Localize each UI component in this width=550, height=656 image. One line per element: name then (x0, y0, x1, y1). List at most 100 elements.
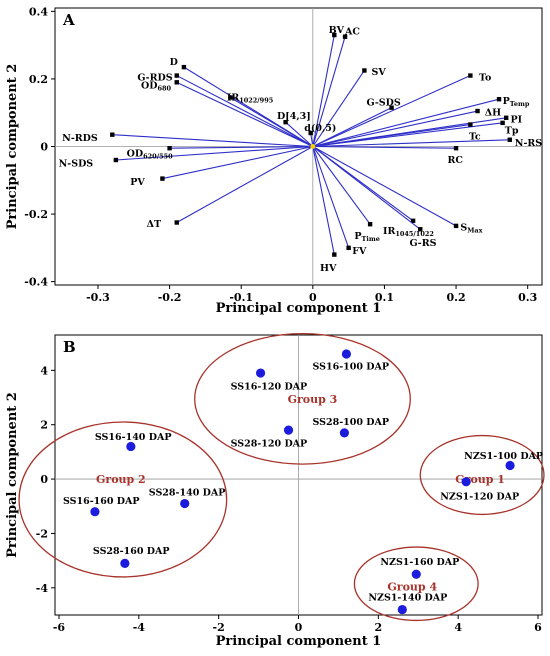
loading-vector-label: G-SDS (367, 98, 401, 109)
loading-vector-line (285, 121, 314, 147)
loading-vector-marker (475, 108, 480, 114)
loading-vector-line (312, 110, 478, 148)
score-point (397, 604, 407, 615)
loading-vector-marker (160, 176, 165, 181)
panel-a-y-tick-label: -0.4 (24, 276, 48, 289)
loading-vector-marker (342, 34, 348, 39)
loading-vector-label: d(0,5) (304, 123, 336, 134)
panel-b-x-tick-label: 6 (534, 621, 542, 634)
score-point (255, 368, 266, 378)
loading-vector-marker (410, 218, 416, 224)
loading-vector-label: AC (344, 27, 360, 38)
score-point-label: NZS1-100 DAP (464, 451, 543, 462)
score-point-label: NZS1-140 DAP (368, 592, 447, 603)
panel-b-y-tick-label: -2 (36, 527, 48, 540)
loading-vector-label: D[4,3] (277, 111, 311, 122)
panel-b-y-axis-title: Principal component 2 (5, 392, 20, 558)
score-point (180, 498, 190, 509)
panel-b-x-tick-label: -6 (53, 621, 66, 634)
score-point-label: SS28-120 DAP (231, 439, 308, 450)
loading-vector-line (312, 107, 392, 147)
panel-a-x-axis-title: Principal component 1 (216, 301, 382, 316)
loading-vector-line (176, 75, 314, 147)
panel-b-panel-letter: B (63, 338, 76, 356)
loading-vector-line (312, 146, 421, 230)
loading-vector-line (162, 145, 313, 180)
panel-a-y-tick-label: 0.2 (29, 73, 48, 86)
loading-vector-line (312, 146, 457, 227)
loading-vector-label: FV (352, 246, 367, 257)
panel-a-y-tick-label: 0.4 (29, 5, 48, 18)
panel-a-x-tick-label: -0.3 (86, 291, 110, 304)
loading-vector-marker (468, 73, 473, 78)
loading-vector-marker (453, 145, 459, 151)
panel-a-x-tick-label: 0.3 (518, 291, 537, 304)
loading-vector-marker (389, 105, 394, 110)
loading-vector-label: IR1045/1022 (383, 226, 434, 238)
loading-vector-marker (453, 223, 459, 229)
loading-vector-line (176, 81, 314, 147)
score-point (90, 507, 100, 517)
loading-vector-line (312, 123, 471, 148)
loading-vector-line (312, 145, 457, 149)
score-point (283, 425, 294, 435)
loading-vector-label: To (479, 72, 491, 83)
loading-vector-label: SV (372, 67, 387, 78)
score-point (339, 428, 350, 438)
group-label: Group 3 (288, 393, 338, 406)
origin-marker (310, 144, 316, 149)
panel-b-x-tick-label: 2 (375, 621, 383, 634)
loading-vector-marker (174, 220, 179, 225)
score-point (341, 349, 352, 359)
loading-vector-marker (346, 245, 351, 251)
loading-vector-line (112, 134, 313, 148)
loading-vector-label: ΔT (147, 219, 161, 230)
score-point-label: NZS1-160 DAP (380, 557, 459, 568)
panel-a-x-tick-label: -0.2 (158, 291, 182, 304)
loading-vector-marker (174, 80, 179, 85)
loading-vector-marker (468, 122, 473, 127)
loading-vector-label: G-RS (410, 238, 437, 249)
group-label: Group 2 (96, 473, 146, 486)
panel-b-score-plot: -6 -4 -2 0 2 4 6 -4 -2 0 2 4 Principal component 1 Pr… (5, 332, 545, 649)
score-point-label: NZS1-120 DAP (440, 492, 519, 503)
loading-vector-label: PTemp (503, 96, 530, 108)
loading-vector-line (230, 97, 314, 147)
loading-vector-label: N-RS (515, 138, 543, 149)
score-point-label: SS28-160 DAP (93, 546, 170, 557)
loading-vector-marker (362, 68, 367, 73)
loading-vector-marker (500, 120, 505, 126)
panel-a-x-tick-label: 0 (309, 291, 317, 304)
group-ellipse (18, 421, 228, 578)
loading-vector-label: PTime (354, 231, 379, 243)
loading-vector-marker (174, 73, 179, 78)
loading-vector-label: G-RDS (137, 72, 172, 83)
loading-vector-label: SMax (460, 223, 482, 235)
loading-vector-label: D (170, 57, 178, 68)
loading-vector-line (312, 146, 350, 249)
score-point-label: SS16-140 DAP (95, 432, 172, 443)
panel-b-x-tick-label: 0 (295, 621, 303, 634)
loading-vector-marker (167, 145, 172, 151)
loading-vector-label: HV (320, 263, 337, 274)
score-point (461, 477, 471, 487)
panel-b-x-tick-label: -4 (133, 621, 146, 634)
panel-a-y-tick-label: -0.2 (24, 208, 48, 221)
loading-vector-marker (228, 95, 233, 100)
group-ellipse (419, 434, 545, 516)
loading-vector-label: Tp (505, 125, 519, 136)
panel-a-x-tick-label: 0.1 (375, 291, 394, 304)
loading-vector-label: ΔH (485, 108, 501, 119)
loading-vector-line (169, 145, 313, 149)
group-ellipse (194, 332, 411, 465)
loading-vector-label: OD680 (141, 81, 172, 93)
loading-vector-line (115, 145, 313, 161)
score-point (120, 558, 130, 568)
group-ellipse (353, 546, 479, 622)
panel-b-y-tick-label: 0 (40, 473, 48, 486)
score-point (411, 569, 421, 579)
loading-vector-marker (113, 157, 119, 163)
panel-a-panel-letter: A (62, 11, 75, 29)
loading-vector-line (312, 146, 371, 225)
